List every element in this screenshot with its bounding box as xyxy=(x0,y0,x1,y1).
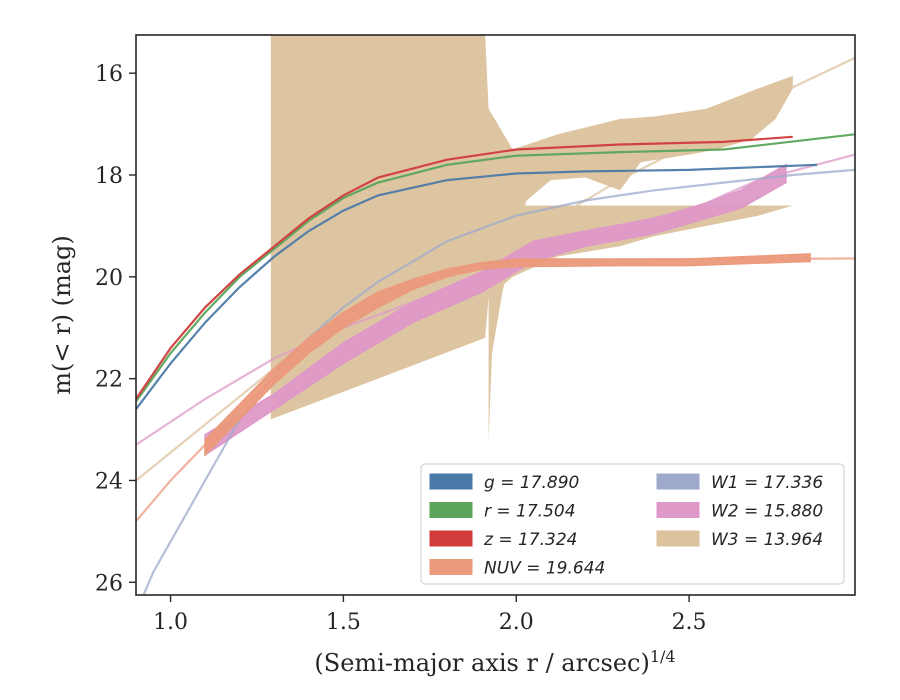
legend-label: NUV = 19.644 xyxy=(484,559,605,579)
y-tick-label: 18 xyxy=(95,164,123,189)
legend-label: W1 = 17.336 xyxy=(711,473,823,493)
x-axis-label: (Semi-major axis r / arcsec)1/4 xyxy=(314,647,675,677)
plot-frame xyxy=(135,34,856,596)
x-axis: 1.0 1.5 2.0 2.5 xyxy=(153,595,707,635)
x-tick-label: 1.5 xyxy=(326,610,361,635)
legend-swatch xyxy=(429,559,473,575)
series-w2-band xyxy=(204,163,787,457)
y-tick-label: 16 xyxy=(95,62,123,87)
series-r-line xyxy=(136,133,855,403)
series-layer xyxy=(136,35,855,595)
legend-label: g = 17.890 xyxy=(484,473,579,493)
x-tick-label: 2.5 xyxy=(672,610,707,635)
y-tick-label: 22 xyxy=(95,368,123,393)
x-tick-label: 1.0 xyxy=(153,610,188,635)
legend-label: z = 17.324 xyxy=(483,530,577,550)
series-w3-line xyxy=(136,56,855,482)
legend-label: r = 17.504 xyxy=(484,502,576,522)
y-axis: 16 18 20 22 24 26 xyxy=(95,62,136,596)
x-axis-label-superscript: 1/4 xyxy=(650,647,676,666)
legend-box xyxy=(420,463,845,585)
legend-swatch xyxy=(429,502,473,518)
legend-swatch xyxy=(429,530,473,547)
series-w3-band xyxy=(270,35,793,595)
x-axis-label-main: (Semi-major axis r / arcsec) xyxy=(314,649,649,677)
series-z-line xyxy=(136,135,793,400)
legend-label: W2 = 15.880 xyxy=(711,502,823,522)
series-g-line xyxy=(136,163,818,410)
legend: g = 17.890 r = 17.504 z = 17.324 NUV = 19.6… xyxy=(420,463,845,585)
y-tick-label: 24 xyxy=(95,469,123,494)
x-tick-label: 2.0 xyxy=(499,610,534,635)
legend-swatch xyxy=(656,530,700,547)
legend-swatch xyxy=(656,473,700,490)
y-tick-label: 20 xyxy=(95,266,123,291)
legend-label: W3 = 13.964 xyxy=(711,530,823,550)
series-w1-line xyxy=(142,168,855,595)
y-tick-label: 26 xyxy=(95,571,123,596)
legend-swatch xyxy=(656,502,700,518)
series-nuv-band xyxy=(204,253,811,457)
y-axis-label: m(< r) (mag) xyxy=(48,235,76,394)
legend-swatch xyxy=(429,473,473,490)
